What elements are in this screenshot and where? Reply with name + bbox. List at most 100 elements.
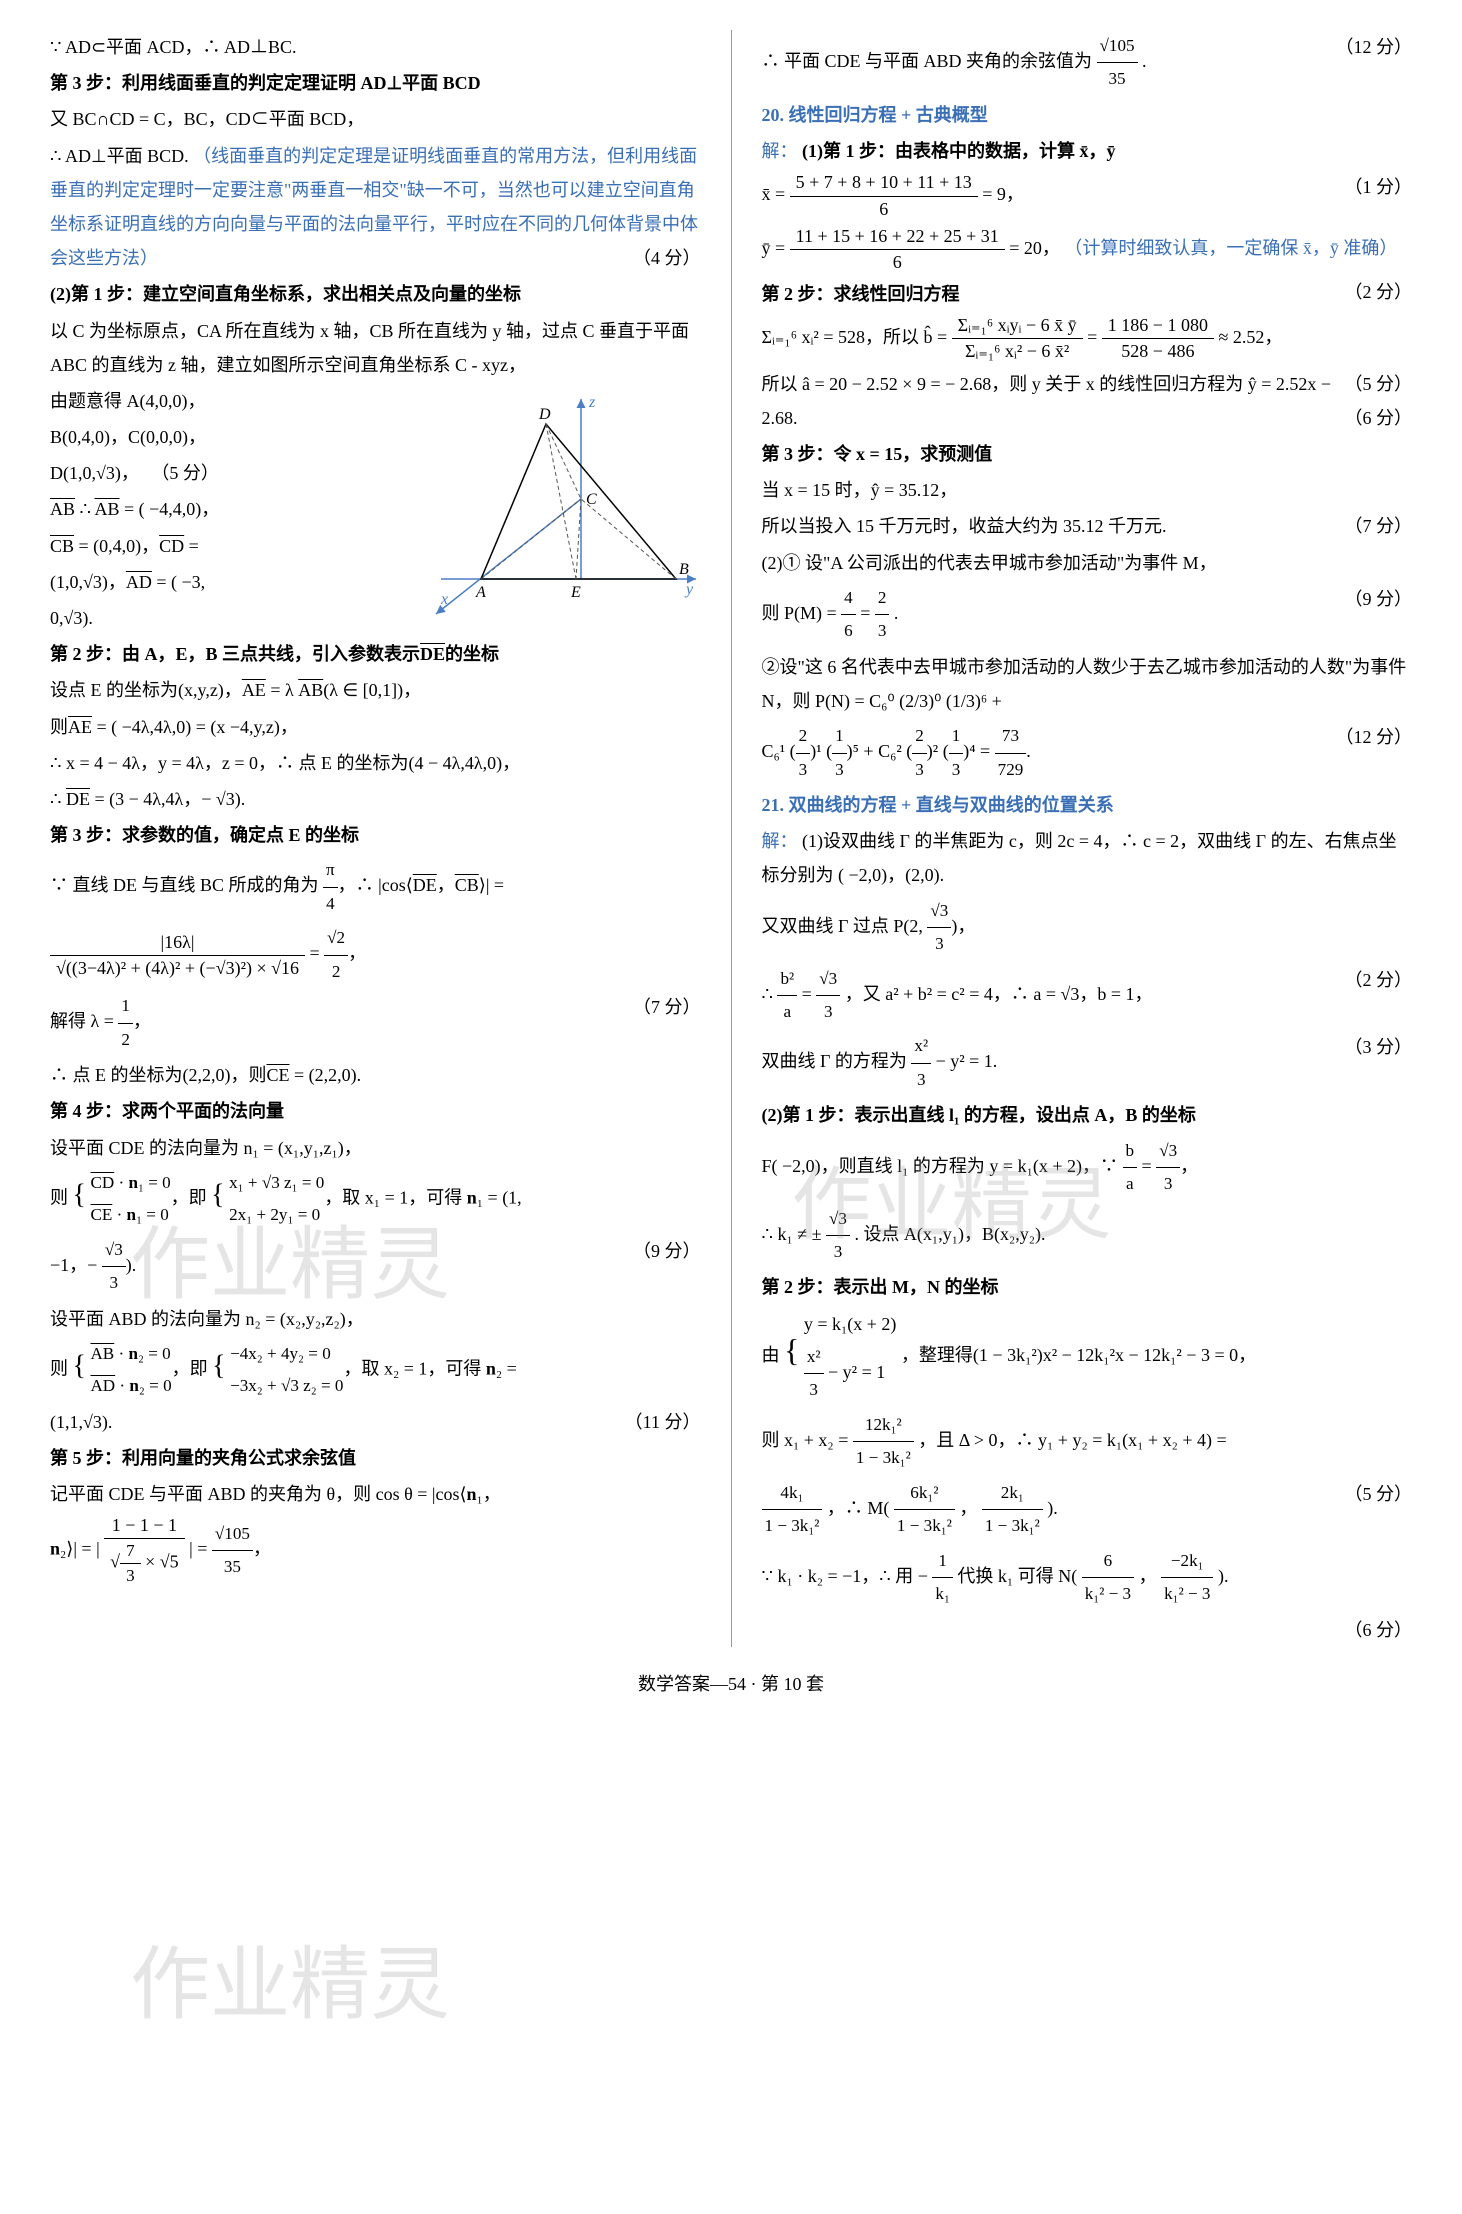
- d: 3: [826, 1236, 850, 1268]
- n: 2: [796, 720, 811, 753]
- text: Σᵢ₌₁⁶ xᵢ² = 528，所以 b̂ =: [762, 327, 952, 347]
- text: F( −2,0)，则直线 l₁ 的方程为 y = k₁(x + 2)，∵: [762, 1156, 1123, 1176]
- denominator: √((3−4λ)² + (4λ)² + (−√3)²) × √16: [50, 956, 305, 981]
- denominator: 6: [790, 250, 1005, 275]
- text: ∴ 平面 CDE 与平面 ABD 夹角的余弦值为: [762, 51, 1097, 71]
- n: x²: [911, 1030, 931, 1063]
- formula-line: ȳ = 11 + 15 + 16 + 22 + 25 + 316 = 20， （…: [762, 224, 1413, 275]
- numerator: √105: [212, 1518, 253, 1551]
- d: a: [777, 996, 797, 1028]
- step-heading: 第 2 步：求线性回归方程: [762, 277, 1413, 311]
- text-line: AB ∴ AB = ( −4,4,0)，∴ AB = ( −4,4,0)，: [50, 492, 701, 526]
- text: 双曲线 Γ 的方程为: [762, 1052, 912, 1072]
- text: ，又 a² + b² = c² = 4，∴ a = √3，b = 1，: [845, 984, 1153, 1004]
- d: 1 − 3k₁²: [894, 1510, 955, 1542]
- text: ∵ k₁ · k₂ = −1，∴ 用 −: [762, 1566, 933, 1586]
- numerator: 5 + 7 + 8 + 10 + 11 + 13: [790, 170, 978, 196]
- step-heading: (2)第 1 步：建立空间直角坐标系，求出相关点及向量的坐标: [50, 277, 701, 311]
- n: 2: [912, 720, 927, 753]
- page-footer: 数学答案—54 · 第 10 套: [50, 1667, 1412, 1701]
- text-line: 又 BC∩CD = C，BC，CD⊂平面 BCD，: [50, 102, 701, 136]
- d: 3: [912, 754, 927, 786]
- n: b: [1123, 1135, 1138, 1168]
- formula-line: F( −2,0)，则直线 l₁ 的方程为 y = k₁(x + 2)，∵ ba …: [762, 1135, 1413, 1201]
- n: b²: [777, 963, 797, 996]
- numerator: Σᵢ₌₁⁶ xᵢyᵢ − 6 x̄ ȳ: [952, 313, 1083, 339]
- formula-line: n₂⟩| = | 1 − 1 − 1 √73 × √5 | = √10535，: [50, 1513, 701, 1588]
- step-heading: 第 3 步：利用线面垂直的判定定理证明 AD⊥平面 BCD: [50, 66, 701, 100]
- n: 6k₁²: [894, 1477, 955, 1510]
- text: 所以当投入 15 千万元时，收益大约为 35.12 千万元.: [762, 516, 1167, 536]
- text-line: 所以 â = 20 − 2.52 × 9 = − 2.68，则 y 关于 x 的…: [762, 367, 1413, 435]
- text: 则 P(M) =: [762, 603, 842, 623]
- score-badge: （7 分）: [1345, 509, 1413, 543]
- note-text: （计算时细致认真，一定确保 x̄，ȳ 准确）: [1064, 238, 1397, 258]
- n: 73: [995, 720, 1027, 753]
- numerator: 11 + 15 + 16 + 22 + 25 + 31: [790, 224, 1005, 250]
- watermark: 作业精灵: [130, 1910, 450, 2062]
- score-badge: （2 分）: [1345, 963, 1413, 997]
- text: − y² = 1.: [936, 1052, 998, 1072]
- text-line: 当 x = 15 时，ŷ = 35.12，: [762, 473, 1413, 507]
- text: ，: [1139, 1566, 1157, 1586]
- text: ∴ AD⊥平面 BCD.: [50, 146, 189, 166]
- numerator: |16λ|: [50, 930, 305, 956]
- text: ，∴ M(: [827, 1498, 894, 1518]
- step-heading: 第 5 步：利用向量的夹角公式求余弦值: [50, 1441, 701, 1475]
- formula-line: ∴ b²a = √33 ，又 a² + b² = c² = 4，∴ a = √3…: [762, 963, 1413, 1029]
- text-line: 设平面 ABD 的法向量为 n₂ = (x₂,y₂,z₂)，: [50, 1302, 701, 1336]
- step-heading: (1)第 1 步：由表格中的数据，计算 x̄，ȳ: [802, 141, 1116, 161]
- step-heading: 第 4 步：求两个平面的法向量: [50, 1094, 701, 1128]
- text-line: −1，− √33). （9 分）: [50, 1234, 701, 1300]
- numerator: 4: [841, 582, 856, 615]
- n: 1: [949, 720, 964, 753]
- denominator: Σᵢ₌₁⁶ xᵢ² − 6 x̄²: [952, 339, 1083, 364]
- n: √3: [826, 1203, 850, 1236]
- d: 729: [995, 754, 1027, 786]
- denominator: 35: [212, 1551, 253, 1583]
- text: ≈ 2.52，: [1218, 327, 1282, 347]
- text: ȳ =: [762, 238, 790, 258]
- d: k₁² − 3: [1161, 1578, 1213, 1610]
- page-container: ∵ AD⊂平面 ACD，∴ AD⊥BC. 第 3 步：利用线面垂直的判定定理证明…: [50, 30, 1412, 1647]
- text-line: ∵ AD⊂平面 ACD，∴ AD⊥BC.: [50, 30, 701, 64]
- text-line: B(0,4,0)，C(0,0,0)，: [50, 420, 701, 454]
- left-column: ∵ AD⊂平面 ACD，∴ AD⊥BC. 第 3 步：利用线面垂直的判定定理证明…: [50, 30, 701, 1647]
- step-heading: 第 2 步：由 A，E，B 三点共线，引入参数表示DE的坐标: [50, 637, 701, 671]
- d: 3: [1156, 1168, 1180, 1200]
- denominator: 6: [790, 197, 978, 222]
- d: k₁: [932, 1578, 953, 1610]
- solve-label: 解：: [762, 831, 798, 851]
- text: 则 x₁ + x₂ =: [762, 1430, 853, 1450]
- numerator: 1 186 − 1 080: [1102, 313, 1214, 339]
- n: 1: [832, 720, 847, 753]
- d: 3: [949, 754, 964, 786]
- score-badge: （9 分）: [1345, 582, 1413, 616]
- text-line: 则AE = ( −4λ,4λ,0) = (x −4,y,z)，: [50, 710, 701, 744]
- text: = √22，: [310, 943, 367, 963]
- score-badge: （5 分）: [1345, 1477, 1413, 1511]
- formula-line: ∵ k₁ · k₂ = −1，∴ 用 − 1k₁ 代换 k₁ 可得 N( 6k₁…: [762, 1545, 1413, 1611]
- formula-line: 双曲线 Γ 的方程为 x²3 − y² = 1. （3 分）: [762, 1030, 1413, 1096]
- text-line: ②设"这 6 名代表中去甲城市参加活动的人数少于去乙城市参加活动的人数"为事件 …: [762, 650, 1413, 718]
- formula-line: 则 { CD · n₁ = 0 CE · n₁ = 0 ，即 { x₁ + √3…: [50, 1167, 701, 1232]
- text: 所以 â = 20 − 2.52 × 9 = − 2.68，则 y 关于 x 的…: [762, 374, 1332, 428]
- score-badge: （11 分）: [625, 1405, 701, 1439]
- d: 3: [911, 1064, 931, 1096]
- solve-label: 解：: [762, 141, 798, 161]
- text-line: (1,1,√3). （11 分）: [50, 1405, 701, 1439]
- text: =: [1087, 327, 1102, 347]
- text-line: CB = (0,4,0)，CD =: [50, 529, 701, 563]
- text-line: (2)① 设"A 公司派出的代表去甲城市参加活动"为事件 M，: [762, 546, 1413, 580]
- n: √3: [1156, 1135, 1180, 1168]
- text: .: [1142, 51, 1147, 71]
- score-badge: （4 分）: [633, 241, 701, 275]
- formula-line: x̄ = 5 + 7 + 8 + 10 + 11 + 136 = 9， （1 分…: [762, 170, 1413, 221]
- text: ∴ k₁ ≠ ±: [762, 1224, 827, 1244]
- denominator: 528 − 486: [1102, 339, 1214, 364]
- d: k₁² − 3: [1082, 1578, 1134, 1610]
- score-badge: （1 分）: [1345, 170, 1413, 204]
- formula-line: 则 x₁ + x₂ = 12k₁²1 − 3k₁² ，且 Δ > 0，∴ y₁ …: [762, 1409, 1413, 1475]
- text-line: D(1,0,√3)， （5 分）: [50, 456, 701, 490]
- text-line: ∴ x = 4 − 4λ，y = 4λ，z = 0，∴ 点 E 的坐标为(4 −…: [50, 746, 701, 780]
